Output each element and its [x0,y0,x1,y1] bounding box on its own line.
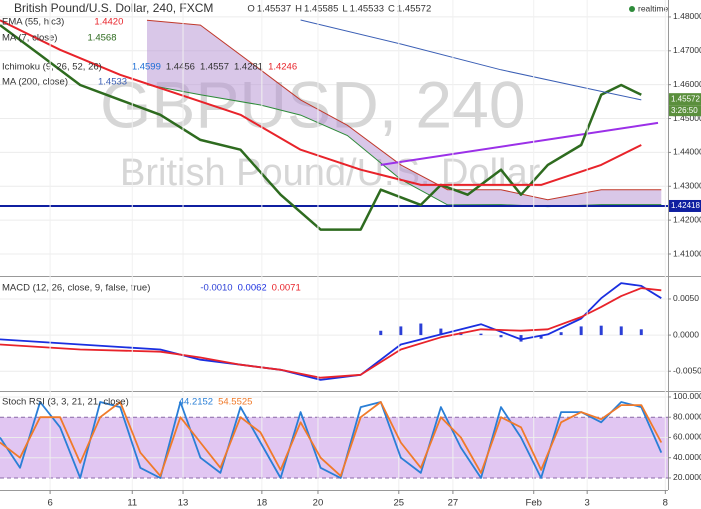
ohlc-value: 1.45585 [304,4,338,15]
ohlc-value: 1.45533 [350,4,384,15]
histogram-bar [639,329,643,336]
x-tick-label: 18 [257,498,268,509]
legend-value: 1.4456 [166,62,195,73]
ohlc-label: L [342,4,347,15]
legend-value: 0.0062 [238,283,267,294]
series-line [300,19,642,101]
ohlc-value: 1.45537 [257,4,291,15]
indicator-title: MACD (12, 26, close, 9, false, true) [2,283,150,294]
histogram-bar [379,330,383,336]
legend-name: MA (200, close) [2,77,68,88]
y-tick-label: 1.44000 [673,147,701,157]
histogram-bar [479,333,483,336]
ohlc-label: C [388,4,395,15]
y-tick-label: 80.0000 [673,411,701,421]
series-line [0,19,642,186]
y-tick-label: 60.0000 [673,432,701,442]
legend-value: -0.0010 [200,283,232,294]
y-tick-label: 1.42000 [673,214,701,224]
y-tick-label: 0.0000 [673,329,699,339]
x-tick-label: 25 [394,498,405,509]
y-tick-label: 1.48000 [673,11,701,21]
histogram-bar [399,326,403,336]
x-tick-label: Feb [526,498,542,509]
histogram-bar [499,335,503,338]
ichimoku-cloud [147,20,662,207]
chart-title: British Pound/U.S. Dollar, 240, FXCM [14,1,213,15]
x-tick-label: 3 [585,498,590,509]
legend-value: 44.2152 [179,397,213,408]
histogram-bar [419,323,423,336]
histogram-bar [619,326,623,336]
status-dot [629,6,635,12]
legend-value: 1.4599 [132,62,161,73]
hline-tag-box [669,199,701,212]
legend-value: 54.5525 [218,397,252,408]
countdown-box [669,105,701,117]
histogram-bar [579,326,583,336]
indicator-title: Stoch RSI (3, 3, 21, 21, close) [2,397,129,408]
legend-value: 1.4281 [234,62,263,73]
legend-value: 1.4246 [268,62,297,73]
y-tick-label: 40.0000 [673,452,701,462]
y-tick-label: 0.0050 [673,293,699,303]
trendline [380,121,659,166]
series-line [0,287,662,379]
histogram-bar [559,332,563,336]
y-tick-label: 1.46000 [673,79,701,89]
series-line [0,282,662,381]
x-tick-label: 11 [127,498,137,509]
histogram-bar [539,335,543,339]
ohlc-label: H [295,4,302,15]
y-tick-label: 20.0000 [673,472,701,482]
x-tick-label: 20 [313,498,324,509]
price-tag: 1.45572 [671,94,700,103]
span-a-line [146,19,662,201]
y-tick-label: 1.45000 [673,113,701,123]
price-tag-box [669,93,701,106]
x-tick-label: 27 [448,498,459,509]
ohlc-label: O [247,4,254,15]
legend-value: 1.4557 [200,62,229,73]
series-line [0,401,663,477]
y-tick-label: 1.43000 [673,181,701,191]
histogram-bar [519,335,523,342]
x-tick-label: 6 [47,498,52,509]
status: realtime [638,3,669,13]
legend-name: Ichimoku (9, 26, 52, 26) [2,62,102,73]
legend-value: 1.4568 [87,33,116,44]
hline-tag: 1.42418 [671,201,700,210]
countdown: 3:26:50 [671,106,698,115]
series-line [0,24,642,231]
legend-name: EMA (55, hlc3) [2,17,64,28]
ohlc-value: 1.45572 [397,4,431,15]
legend-name: MA (7, close) [2,33,57,44]
legend-value: 1.4420 [94,17,123,28]
y-tick-label: 100.0000 [673,391,701,401]
x-tick-label: 8 [663,498,668,509]
histogram-bar [599,325,603,336]
y-tick-label: -0.0050 [673,365,701,375]
x-tick-label: 13 [178,498,189,509]
y-tick-label: 1.41000 [673,248,701,258]
histogram-bar [439,328,443,336]
y-tick-label: 1.47000 [673,45,701,55]
legend-value: 1.4533 [98,77,127,88]
legend-value: 0.0071 [272,283,301,294]
